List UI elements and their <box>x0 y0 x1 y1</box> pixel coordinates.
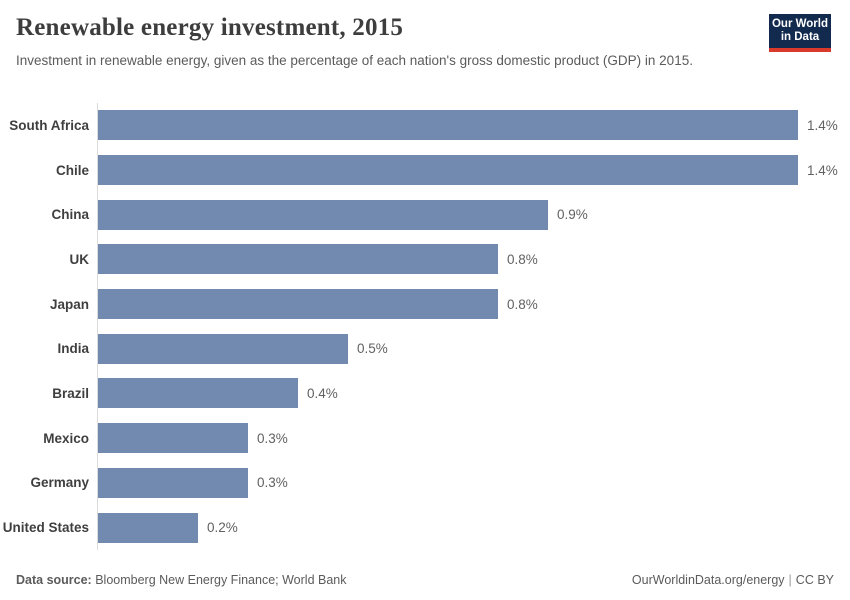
category-label: Brazil <box>52 385 89 401</box>
category-label: Japan <box>49 296 89 312</box>
value-label: 0.4% <box>307 385 338 401</box>
license-label: CC BY <box>795 573 834 587</box>
bar-row: Brazil 0.4% <box>0 371 850 416</box>
bar-row: Germany 0.3% <box>0 460 850 506</box>
bar[interactable] <box>98 512 198 543</box>
plot-area: 0.5% <box>97 326 850 372</box>
bar-row: China 0.9% <box>0 192 850 238</box>
category-label: UK <box>69 251 90 267</box>
plot-area: 1.4% <box>97 147 850 193</box>
owid-logo-line2: in Data <box>780 31 820 43</box>
bar-row: India 0.5% <box>0 326 850 372</box>
value-label: 0.3% <box>257 430 288 446</box>
bar[interactable] <box>98 244 498 275</box>
bar[interactable] <box>98 199 548 230</box>
bar-row: UK 0.8% <box>0 237 850 282</box>
owid-logo-line1: Our World <box>771 18 828 30</box>
bar[interactable] <box>98 423 248 454</box>
value-label: 0.9% <box>557 207 588 223</box>
plot-area: 0.2% <box>97 505 850 550</box>
attribution-separator: | <box>788 573 792 587</box>
category-label: India <box>57 341 89 357</box>
bar[interactable] <box>98 467 248 498</box>
bar[interactable] <box>98 155 798 186</box>
data-source-note: Data source: Bloomberg New Energy Financ… <box>16 573 346 587</box>
value-label: 0.5% <box>357 341 388 357</box>
category-label: Chile <box>55 162 89 178</box>
bar-row: South Africa 1.4% <box>0 103 850 148</box>
value-label: 1.4% <box>807 162 838 178</box>
plot-area: 0.9% <box>97 192 850 238</box>
owid-logo: Our World in Data <box>769 14 831 52</box>
category-label: Germany <box>30 475 89 491</box>
bar[interactable] <box>98 378 298 409</box>
category-label: South Africa <box>9 117 89 133</box>
category-label: United States <box>2 520 89 536</box>
bar[interactable] <box>98 289 498 320</box>
category-label: China <box>51 207 89 223</box>
chart-subtitle: Investment in renewable energy, given as… <box>16 53 693 68</box>
value-label: 0.8% <box>507 296 538 312</box>
bar-row: United States 0.2% <box>0 505 850 550</box>
bar-row: Chile 1.4% <box>0 147 850 193</box>
plot-area: 0.8% <box>97 281 850 327</box>
value-label: 1.4% <box>807 117 838 133</box>
plot-area: 0.3% <box>97 460 850 506</box>
chart-title: Renewable energy investment, 2015 <box>16 14 404 41</box>
bar-row: Japan 0.8% <box>0 281 850 327</box>
bar[interactable] <box>98 333 348 364</box>
plot-area: 0.8% <box>97 237 850 282</box>
plot-area: 0.3% <box>97 415 850 461</box>
value-label: 0.8% <box>507 251 538 267</box>
category-label: Mexico <box>43 430 89 446</box>
chart-footer: Data source: Bloomberg New Energy Financ… <box>16 573 834 587</box>
bar-row: Mexico 0.3% <box>0 415 850 461</box>
owid-url-link[interactable]: OurWorldinData.org/energy <box>631 573 785 587</box>
data-source-label: Data source: <box>16 573 92 587</box>
plot-area: 1.4% <box>97 103 850 148</box>
plot-area: 0.4% <box>97 371 850 416</box>
bar-chart: South Africa 1.4% Chile 1.4% China 0.9% UK 0.8%… <box>0 103 850 550</box>
value-label: 0.3% <box>257 475 288 491</box>
bar[interactable] <box>98 110 798 141</box>
attribution: OurWorldinData.org/energy | CC BY <box>632 573 834 587</box>
data-source-value: Bloomberg New Energy Finance; World Bank <box>91 573 347 587</box>
value-label: 0.2% <box>207 520 238 536</box>
